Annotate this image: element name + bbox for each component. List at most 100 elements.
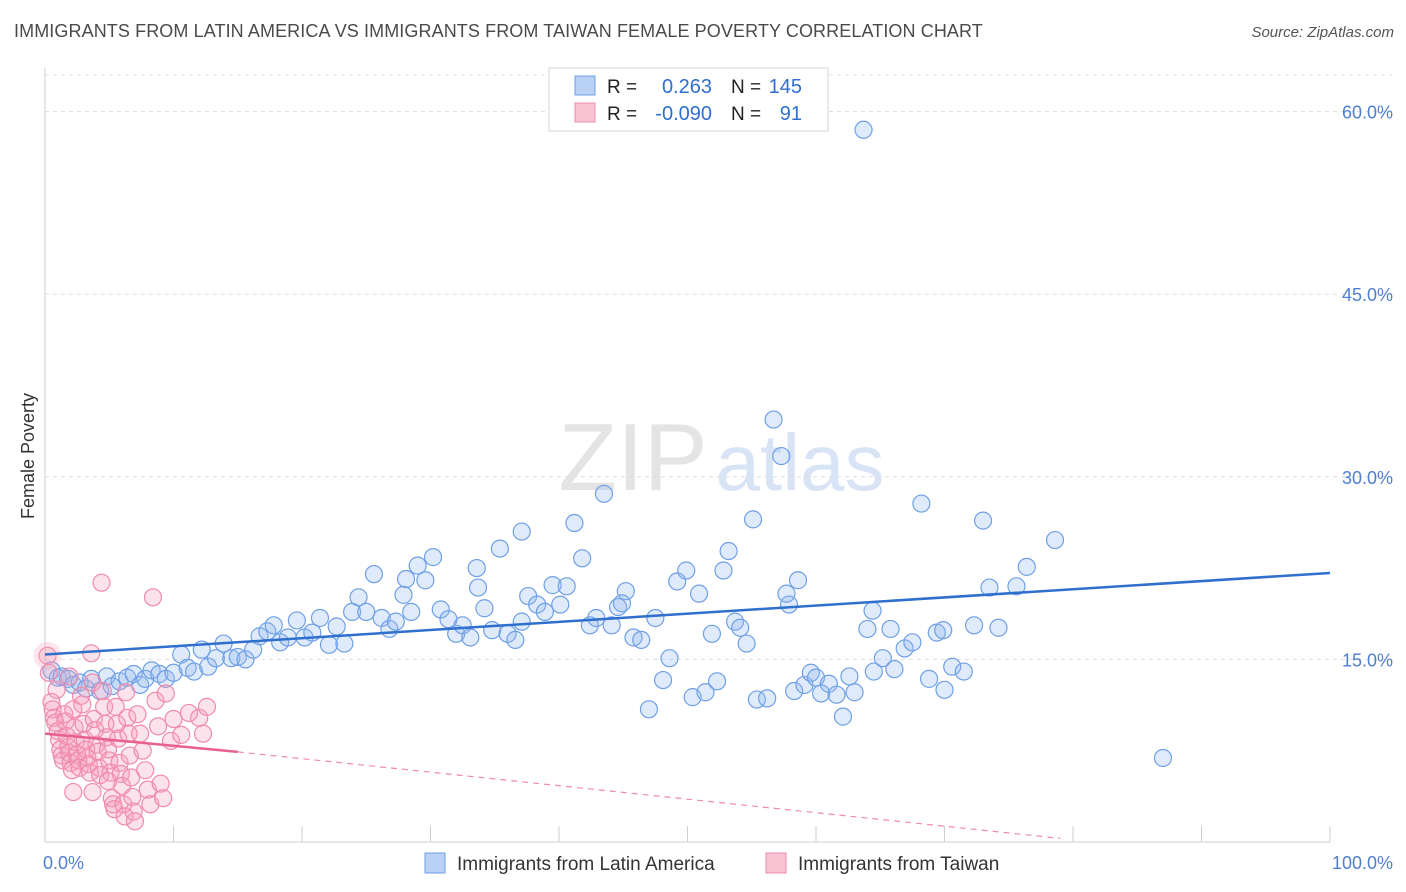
data-point-latin-america [912, 494, 931, 513]
legend-n-label-2: N = [731, 104, 761, 125]
data-point-latin-america [954, 662, 973, 681]
data-point-taiwan [148, 717, 168, 736]
data-point-latin-america [394, 585, 413, 604]
data-point-latin-america [264, 616, 283, 635]
data-point-taiwan [118, 708, 137, 727]
bottom-legend-label-latin-america: Immigrants from Latin America [457, 854, 715, 875]
data-point-latin-america [1045, 530, 1065, 550]
data-point-taiwan [70, 758, 89, 777]
data-point-taiwan [55, 705, 74, 724]
chart-title: IMMIGRANTS FROM LATIN AMERICA VS IMMIGRA… [14, 21, 983, 41]
data-point-latin-america [833, 707, 853, 726]
data-point-latin-america [461, 628, 480, 647]
bottom-legend-label-taiwan: Immigrants from Taiwan [798, 854, 999, 875]
data-point-latin-america [612, 594, 632, 613]
data-point-latin-america [528, 595, 547, 614]
data-point-latin-america [602, 616, 621, 635]
data-point-latin-america [396, 569, 416, 589]
data-point-latin-america [164, 663, 183, 682]
data-point-taiwan [83, 782, 102, 802]
data-point-taiwan [82, 644, 101, 663]
data-point-latin-america [386, 612, 405, 631]
data-point-latin-america [731, 618, 750, 637]
data-point-latin-america [408, 556, 427, 575]
data-point-latin-america [885, 660, 904, 679]
data-point-taiwan [130, 724, 150, 743]
data-point-latin-america [854, 120, 873, 139]
data-point-latin-america [565, 513, 584, 533]
trend-line-taiwan [44, 732, 238, 754]
data-point-latin-america [402, 602, 421, 622]
data-point-latin-america [689, 584, 709, 603]
data-point-latin-america [702, 624, 722, 643]
data-point-taiwan [93, 681, 112, 701]
data-point-latin-america [535, 602, 554, 622]
data-point-latin-america [512, 612, 531, 631]
data-point-latin-america [639, 700, 659, 719]
data-point-taiwan [121, 768, 141, 787]
data-point-latin-america [653, 670, 673, 690]
legend-swatch-latin-america [574, 75, 596, 96]
data-point-latin-america [423, 548, 443, 567]
y-axis-label: Female Poverty [18, 393, 38, 519]
data-point-latin-america [801, 663, 820, 682]
data-point-taiwan [33, 641, 62, 670]
data-point-taiwan [98, 772, 118, 791]
data-point-latin-america [696, 683, 715, 702]
data-point-taiwan [87, 735, 106, 754]
y-tick-label: 15.0% [1342, 650, 1393, 670]
top-legend: R = 0.263 N = 145 R = -0.090 N = 91 [548, 67, 829, 132]
source-credit: Source: ZipAtlas.com [1251, 24, 1394, 41]
data-point-latin-america [812, 684, 831, 703]
data-point-latin-america [845, 683, 864, 702]
data-point-latin-america [1007, 577, 1026, 596]
data-point-taiwan [154, 789, 173, 808]
legend-r-value-2: -0.090 [655, 103, 712, 125]
data-point-taiwan [89, 758, 109, 777]
data-point-latin-america [512, 522, 531, 541]
x-tick-label: 100.0% [1332, 853, 1393, 873]
data-point-latin-america [236, 650, 255, 669]
data-point-taiwan [116, 683, 136, 702]
data-point-latin-america [431, 600, 450, 619]
data-point-latin-america [827, 685, 846, 704]
data-point-latin-america [881, 619, 900, 639]
data-point-taiwan [172, 725, 191, 744]
legend-n-value-1: 145 [769, 76, 802, 98]
data-point-latin-america [287, 611, 306, 630]
data-point-taiwan [146, 691, 165, 710]
data-point-latin-america [863, 601, 882, 620]
data-point-latin-america [632, 630, 651, 650]
data-point-latin-america [989, 618, 1008, 637]
data-point-latin-america [758, 689, 777, 708]
data-point-taiwan [109, 729, 128, 748]
data-point-taiwan [136, 761, 155, 780]
legend-n-value-2: 91 [780, 103, 802, 125]
data-point-taiwan [64, 700, 83, 719]
data-point-taiwan [105, 800, 124, 819]
data-point-latin-america [483, 621, 502, 640]
data-point-taiwan [151, 774, 170, 793]
data-point-latin-america [660, 649, 679, 668]
trend-line-latin-america [44, 571, 1331, 656]
data-point-taiwan [193, 724, 213, 743]
data-point-taiwan [124, 802, 143, 821]
data-point-latin-america [42, 661, 61, 680]
data-point-taiwan [128, 705, 147, 724]
data-point-latin-america [964, 616, 984, 635]
data-point-taiwan [92, 573, 111, 592]
y-tick-label: 45.0% [1342, 285, 1393, 305]
data-point-taiwan [133, 741, 152, 760]
data-point-latin-america [357, 602, 376, 622]
data-point-taiwan [125, 812, 145, 831]
data-point-latin-america [677, 561, 696, 580]
data-point-taiwan [47, 680, 66, 699]
data-point-latin-america [973, 511, 993, 530]
data-point-latin-america [551, 595, 570, 614]
data-point-taiwan [73, 695, 92, 714]
data-point-latin-america [490, 539, 509, 558]
y-tick-label: 60.0% [1342, 103, 1393, 123]
data-point-latin-america [777, 584, 796, 603]
data-point-latin-america [468, 578, 488, 597]
